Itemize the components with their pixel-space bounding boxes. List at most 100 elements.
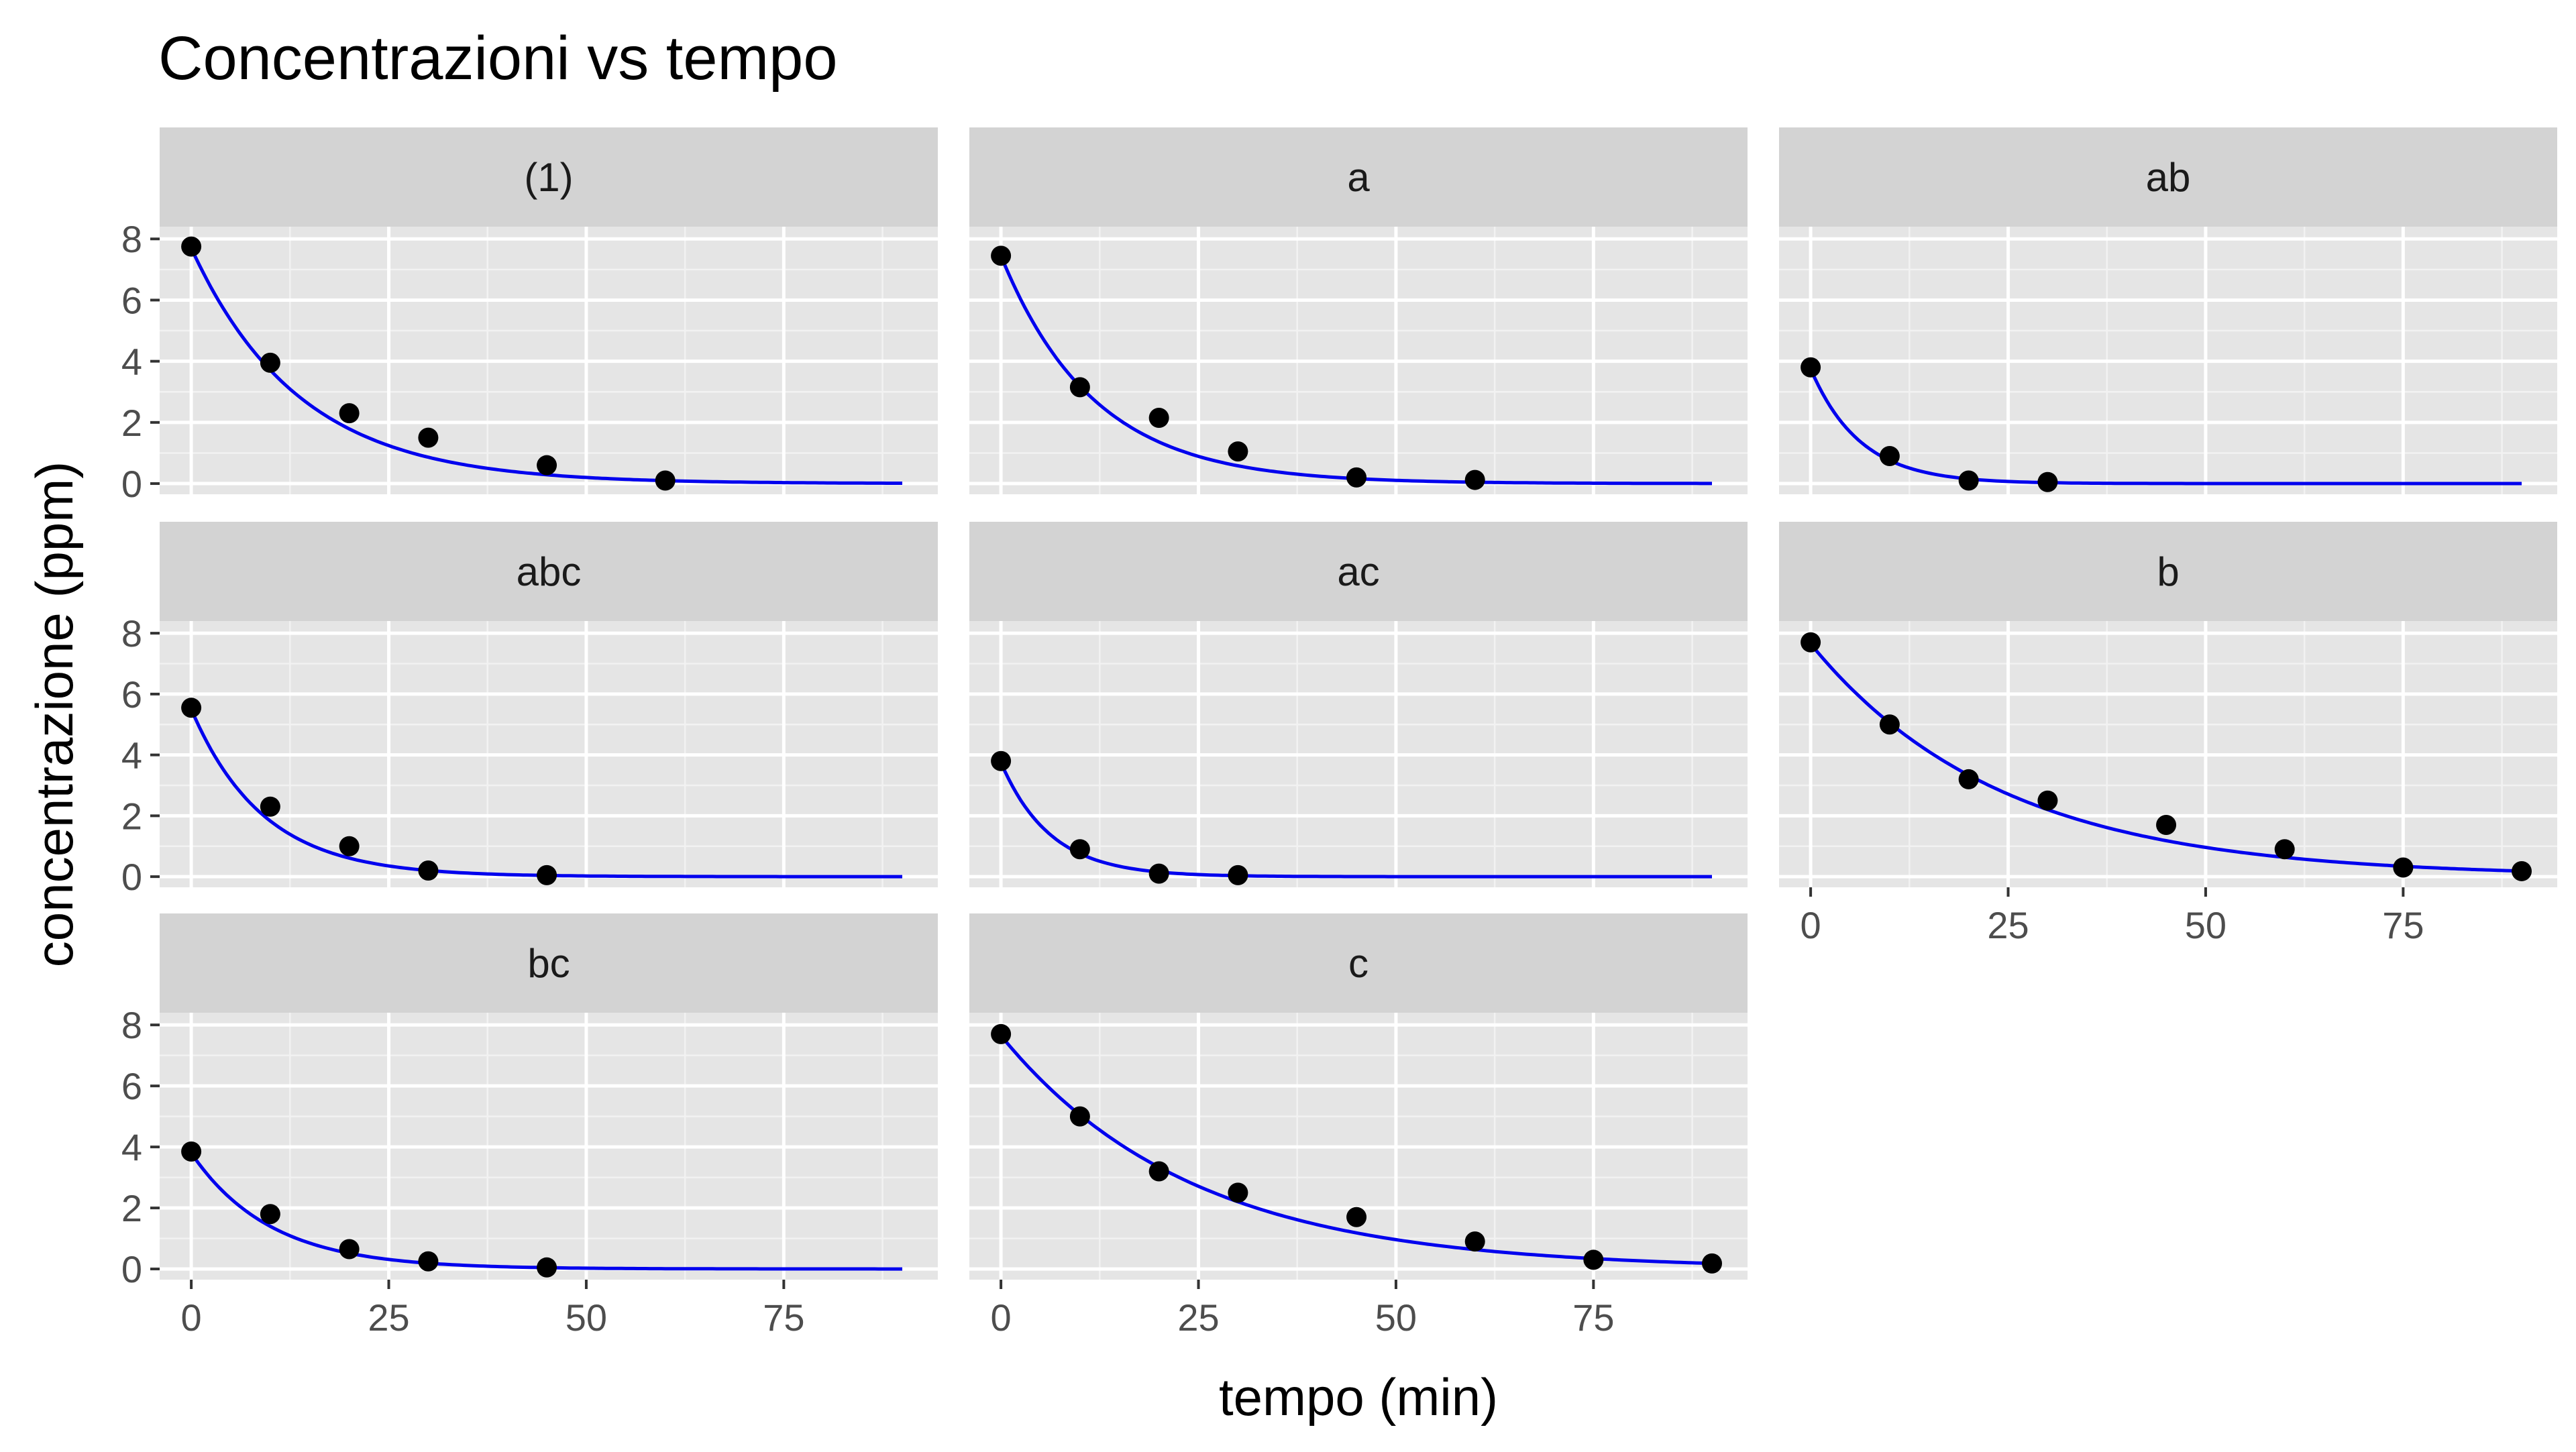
facet-strip bbox=[1779, 522, 2557, 621]
facet-strip bbox=[1779, 127, 2557, 227]
facet-panel-6: bc 0 2 4 6 8 0 25 50 75 bbox=[121, 913, 938, 1339]
data-point bbox=[1148, 408, 1169, 428]
facet-panel-1: a bbox=[969, 127, 1748, 494]
x-tick-label: 0 bbox=[181, 1296, 202, 1339]
data-point bbox=[991, 1023, 1012, 1044]
facet-panel-7: c 0 25 50 75 bbox=[969, 913, 1748, 1339]
data-point bbox=[1346, 467, 1367, 488]
data-point bbox=[537, 864, 557, 885]
data-point bbox=[1702, 1253, 1723, 1274]
data-point bbox=[1801, 632, 1821, 653]
data-point bbox=[418, 1251, 439, 1272]
data-point bbox=[339, 836, 360, 856]
data-point bbox=[1879, 714, 1900, 735]
data-point bbox=[2274, 839, 2295, 860]
y-tick-label: 2 bbox=[121, 795, 142, 837]
data-point bbox=[1228, 1182, 1248, 1203]
data-point bbox=[537, 455, 557, 476]
facets-layer: (1) 0 2 4 6 8 a ab abc 0 2 4 6 8 ac b 0 25 50 75 bc 0 2 4 6 8 0 25 5… bbox=[121, 127, 2557, 1339]
y-tick-label: 8 bbox=[121, 612, 142, 655]
data-point bbox=[260, 796, 280, 817]
facet-strip-label: ab bbox=[2146, 155, 2191, 200]
data-point bbox=[1464, 469, 1485, 490]
x-tick-label: 75 bbox=[1572, 1296, 1614, 1339]
chart-title: Concentrazioni vs tempo bbox=[158, 24, 838, 93]
fit-curve bbox=[1809, 368, 2522, 486]
y-tick-label: 0 bbox=[121, 856, 142, 898]
data-point bbox=[2156, 814, 2177, 835]
data-point bbox=[1069, 1106, 1090, 1127]
x-tick-label: 25 bbox=[1987, 904, 2029, 946]
data-point bbox=[260, 352, 280, 373]
data-point bbox=[1958, 769, 1979, 789]
data-point bbox=[1228, 441, 1248, 462]
x-tick-label: 0 bbox=[991, 1296, 1012, 1339]
data-point bbox=[181, 697, 202, 718]
y-tick-label: 4 bbox=[121, 734, 142, 777]
data-point bbox=[418, 860, 439, 881]
y-tick-label: 6 bbox=[121, 673, 142, 716]
data-point bbox=[1148, 1161, 1169, 1182]
facet-strip bbox=[160, 522, 938, 621]
y-tick-label: 4 bbox=[121, 1126, 142, 1168]
facet-strip-label: c bbox=[1348, 941, 1368, 986]
data-point bbox=[1879, 446, 1900, 466]
data-point bbox=[991, 245, 1012, 266]
data-point bbox=[1583, 1249, 1604, 1270]
facet-strip bbox=[160, 913, 938, 1013]
facet-panel-3: abc 0 2 4 6 8 bbox=[121, 522, 938, 898]
data-point bbox=[1069, 377, 1090, 398]
y-tick-label: 2 bbox=[121, 1187, 142, 1229]
data-point bbox=[2512, 860, 2532, 881]
x-tick-label: 25 bbox=[1177, 1296, 1219, 1339]
data-point bbox=[1346, 1207, 1367, 1227]
facet-strip-label: (1) bbox=[524, 155, 573, 200]
data-point bbox=[2037, 790, 2058, 811]
x-axis-title: tempo (min) bbox=[1219, 1367, 1498, 1427]
data-point bbox=[339, 1239, 360, 1260]
data-point bbox=[181, 236, 202, 257]
facet-strip bbox=[969, 522, 1748, 621]
y-tick-label: 8 bbox=[121, 218, 142, 260]
data-point bbox=[339, 403, 360, 424]
data-point bbox=[260, 1204, 280, 1225]
y-tick-label: 0 bbox=[121, 463, 142, 505]
y-tick-label: 6 bbox=[121, 1065, 142, 1107]
y-tick-label: 4 bbox=[121, 341, 142, 383]
x-tick-label: 75 bbox=[763, 1296, 804, 1339]
y-tick-label: 2 bbox=[121, 402, 142, 444]
x-tick-label: 50 bbox=[1375, 1296, 1417, 1339]
data-point bbox=[655, 470, 676, 491]
y-axis-title: concentrazione (ppm) bbox=[25, 461, 84, 967]
facet-strip-label: bc bbox=[527, 941, 570, 986]
data-point bbox=[1148, 863, 1169, 884]
facet-panel-0: (1) 0 2 4 6 8 bbox=[121, 127, 938, 505]
facet-panel-2: ab bbox=[1779, 127, 2557, 494]
facet-panel-4: ac bbox=[969, 522, 1748, 887]
data-point bbox=[1958, 470, 1979, 491]
data-point bbox=[181, 1141, 202, 1162]
facet-strip-label: ac bbox=[1337, 549, 1379, 594]
data-point bbox=[1801, 357, 1821, 378]
x-tick-label: 50 bbox=[2185, 904, 2226, 946]
x-tick-label: 75 bbox=[2382, 904, 2424, 946]
data-point bbox=[1464, 1231, 1485, 1252]
facet-strip bbox=[969, 127, 1748, 227]
facet-strip bbox=[969, 913, 1748, 1013]
x-tick-label: 0 bbox=[1801, 904, 1821, 946]
data-point bbox=[2393, 857, 2414, 878]
data-point bbox=[418, 427, 439, 448]
data-point bbox=[1069, 839, 1090, 860]
data-point bbox=[2037, 471, 2058, 492]
y-tick-label: 0 bbox=[121, 1248, 142, 1290]
facet-strip-label: abc bbox=[517, 549, 582, 594]
y-tick-label: 8 bbox=[121, 1004, 142, 1046]
data-point bbox=[537, 1257, 557, 1278]
facet-strip-label: a bbox=[1347, 155, 1370, 200]
data-point bbox=[1228, 864, 1248, 885]
x-tick-label: 25 bbox=[368, 1296, 409, 1339]
x-tick-label: 50 bbox=[566, 1296, 607, 1339]
y-tick-label: 6 bbox=[121, 279, 142, 321]
